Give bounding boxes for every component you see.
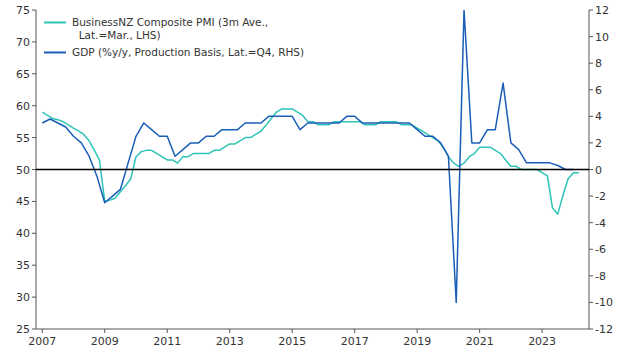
y-tick [32, 201, 36, 202]
legend-swatch [44, 22, 66, 24]
y-tick-label: 30 [16, 291, 30, 304]
y2-tick [589, 116, 593, 117]
legend-label: GDP (%y/y, Production Basis, Lat.=Q4, RH… [72, 46, 304, 58]
y2-tick-label: -2 [595, 190, 606, 203]
x-tick-label: 2011 [153, 335, 181, 348]
series-line [42, 109, 578, 214]
legend-label-line: Lat.=Mar., LHS) [72, 29, 161, 41]
y-tick [32, 297, 36, 298]
x-tick [229, 329, 230, 333]
y2-tick [589, 10, 593, 11]
x-tick [417, 329, 418, 333]
legend-swatch [44, 52, 66, 54]
legend-label: BusinessNZ Composite PMI (3m Ave., Lat.=… [72, 16, 268, 41]
y2-tick [589, 249, 593, 250]
y-tick-label: 50 [16, 164, 30, 177]
y-tick-label: 45 [16, 195, 30, 208]
y2-tick-label: 8 [595, 57, 602, 70]
x-tick-label: 2017 [341, 335, 369, 348]
y2-tick-label: 4 [595, 110, 602, 123]
axes: 2007 2009 2011 2013 2015 2017 2019 2021 2023 25 30… [16, 4, 613, 348]
x-tick-label: 2009 [91, 335, 119, 348]
y2-tick-label: 10 [595, 31, 609, 44]
x-tick [104, 329, 105, 333]
y2-tick-label: 2 [595, 137, 602, 150]
x-axis-line [36, 329, 589, 330]
x-tick [167, 329, 168, 333]
y-tick [32, 169, 36, 170]
y2-tick-label: 12 [595, 4, 609, 17]
y-tick-label: 55 [16, 132, 30, 145]
y2-tick-label: -4 [595, 217, 606, 230]
y2-tick [589, 275, 593, 276]
x-tick-label: 2013 [216, 335, 244, 348]
y2-tick [589, 329, 593, 330]
x-tick [542, 329, 543, 333]
x-tick [479, 329, 480, 333]
y-tick-label: 25 [16, 323, 30, 336]
x-tick-label: 2023 [528, 335, 556, 348]
y-tick-label: 75 [16, 4, 30, 17]
y-tick [32, 329, 36, 330]
y-tick-label: 65 [16, 68, 30, 81]
y2-tick [589, 222, 593, 223]
plot-area [36, 10, 589, 302]
legend: BusinessNZ Composite PMI (3m Ave., Lat.=… [44, 16, 304, 58]
y2-tick [589, 36, 593, 37]
series-line [42, 10, 573, 302]
y-tick [32, 10, 36, 11]
y2-tick-label: 0 [595, 164, 602, 177]
y-tick [32, 265, 36, 266]
y-tick [32, 41, 36, 42]
y-tick-label: 35 [16, 259, 30, 272]
y2-tick [589, 89, 593, 90]
y2-tick-label: -12 [595, 323, 613, 336]
y2-tick [589, 169, 593, 170]
y-tick [32, 105, 36, 106]
x-tick [292, 329, 293, 333]
y2-tick [589, 196, 593, 197]
y-tick [32, 137, 36, 138]
y-tick [32, 233, 36, 234]
x-tick-label: 2021 [466, 335, 494, 348]
chart: 2007 2009 2011 2013 2015 2017 2019 2021 2023 25 30… [0, 0, 627, 353]
y2-tick [589, 142, 593, 143]
y2-tick-label: -6 [595, 243, 606, 256]
y2-tick [589, 302, 593, 303]
y2-tick-label: -8 [595, 270, 606, 283]
x-tick [42, 329, 43, 333]
y2-tick-label: 6 [595, 84, 602, 97]
x-tick-label: 2019 [403, 335, 431, 348]
y2-tick [589, 63, 593, 64]
reference-line [36, 169, 589, 171]
y-tick [32, 73, 36, 74]
y-tick-label: 70 [16, 36, 30, 49]
y-tick-label: 40 [16, 227, 30, 240]
y-tick-label: 60 [16, 100, 30, 113]
x-tick-label: 2007 [28, 335, 56, 348]
legend-label-line: GDP (%y/y, Production Basis, Lat.=Q4, RH… [72, 46, 304, 58]
x-tick [354, 329, 355, 333]
x-tick-label: 2015 [278, 335, 306, 348]
legend-label-line: BusinessNZ Composite PMI (3m Ave., [72, 16, 268, 28]
y2-tick-label: -10 [595, 296, 613, 309]
